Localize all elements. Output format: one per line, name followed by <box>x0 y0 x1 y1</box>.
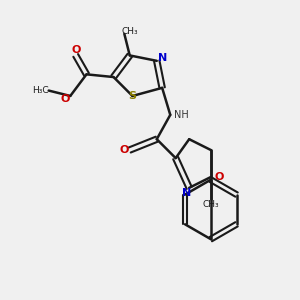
Text: NH: NH <box>174 110 188 120</box>
Text: O: O <box>60 94 70 104</box>
Text: O: O <box>120 145 129 155</box>
Text: CH₃: CH₃ <box>202 200 219 208</box>
Text: H₃C: H₃C <box>32 86 49 95</box>
Text: O: O <box>71 45 80 55</box>
Text: CH₃: CH₃ <box>122 27 138 36</box>
Text: N: N <box>182 188 191 198</box>
Text: O: O <box>214 172 224 182</box>
Text: S: S <box>128 91 136 101</box>
Text: N: N <box>158 53 167 63</box>
